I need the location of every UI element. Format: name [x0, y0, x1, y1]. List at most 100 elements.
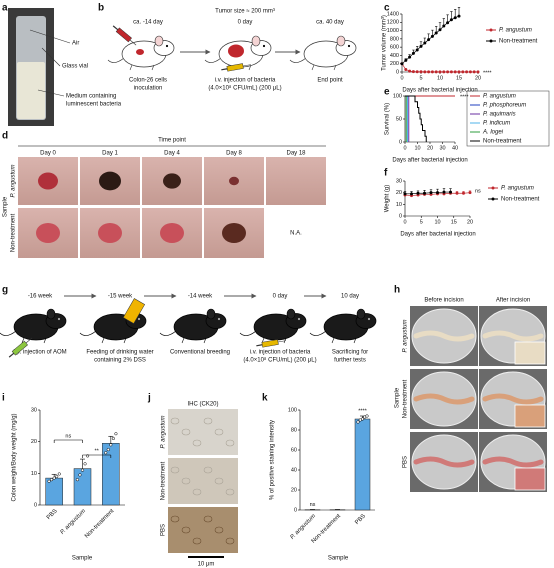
row-label: Non-treatment [403, 379, 409, 418]
photo-tumor [99, 171, 121, 191]
data-point [442, 190, 446, 194]
y-tick-label: 10 [396, 202, 402, 208]
y-tick-label: 1400 [387, 11, 399, 17]
colon-tissue [413, 393, 475, 405]
mouse-leg [181, 337, 185, 344]
data-point [457, 70, 461, 74]
micrograph [168, 458, 238, 504]
annotation: **** [358, 408, 367, 414]
x-tick-label: 20 [475, 75, 481, 81]
micrograph-cell [181, 477, 191, 485]
mouse-tail [289, 57, 307, 63]
data-point [52, 476, 56, 480]
colon-tissue [482, 330, 544, 342]
photo-tumor [36, 223, 60, 243]
mouse-eye [297, 317, 301, 321]
y-tick-label: 0 [294, 507, 297, 513]
x-axis-label: Sample [328, 556, 349, 562]
data-point [427, 38, 431, 42]
y-tick-label: 20 [291, 487, 297, 493]
legend-label: A. logei [482, 130, 504, 136]
x-tick-label: 10 [434, 219, 440, 225]
photo [266, 157, 326, 205]
data-point [430, 70, 434, 74]
x-tick-label: 15 [451, 219, 457, 225]
vial-medium [17, 62, 45, 119]
data-point [442, 24, 446, 28]
y-tick-label: 80 [291, 427, 297, 433]
micrograph-cell [214, 477, 224, 485]
micrograph-cell [170, 466, 180, 474]
legend-label: P. aquimaris [483, 112, 516, 118]
data-point [356, 420, 360, 424]
micrograph-cell [214, 526, 224, 534]
data-point [411, 70, 415, 74]
time-label: -16 week [28, 294, 53, 300]
mouse-ear [356, 308, 366, 320]
mouse-leg [151, 64, 155, 71]
pointer-line [29, 29, 71, 44]
inset [514, 467, 546, 491]
column-label: Day 18 [286, 151, 306, 157]
mouse-tail [107, 57, 125, 63]
data-point [404, 68, 408, 72]
data-point [78, 473, 82, 477]
data-point [429, 191, 433, 195]
micrograph [168, 409, 238, 455]
x-tick-label: 0 [400, 75, 403, 81]
syringe-plunger [112, 25, 119, 31]
column-label: Day 8 [226, 151, 242, 157]
mouse-leg [331, 337, 335, 344]
mouse-tail [79, 330, 97, 336]
micrograph-cell [203, 417, 213, 425]
mouse-leg [129, 64, 133, 71]
data-point [411, 51, 415, 55]
micrograph-cell [170, 417, 180, 425]
time-label: ca. -14 day [133, 20, 163, 26]
data-point [461, 70, 465, 74]
y-tick-label: 0 [399, 139, 402, 145]
mouse-tail [204, 57, 222, 63]
y-tick-label: 400 [390, 53, 399, 59]
mouse-leg [43, 337, 47, 344]
y-tick-label: 30 [31, 407, 37, 413]
mouse-leg [101, 337, 105, 344]
x-axis-label: Sample [72, 556, 93, 562]
y-tick-label: 0 [399, 213, 402, 219]
colon-tissue [413, 330, 475, 342]
y-tick-label: 1200 [387, 20, 399, 26]
time-label: 0 day [238, 20, 253, 26]
photo-tumor [160, 223, 184, 243]
data-point [365, 414, 369, 418]
annotation: ns [65, 433, 71, 439]
step-caption: inoculation [134, 86, 163, 92]
y-tick-label: 50 [396, 116, 402, 122]
inset [514, 404, 546, 428]
data-point [75, 478, 79, 482]
step-caption: Conventional breeding [170, 350, 230, 356]
x-tick-label: P. angustum [60, 508, 88, 536]
x-tick-label: P. angustum [290, 513, 318, 541]
photo-label: luminescent bacteria [66, 102, 122, 108]
photo-tumor [38, 172, 58, 190]
photo-tumor [163, 173, 181, 189]
y-tick-label: 100 [393, 93, 402, 99]
y-tick-label: 40 [291, 467, 297, 473]
mouse-tail [0, 330, 17, 336]
data-point [109, 443, 113, 447]
mouse-tail [239, 330, 257, 336]
photo-label: Glass vial [62, 64, 88, 70]
row-label: P. angustum [161, 416, 167, 449]
pointer-line [37, 89, 65, 97]
syringe [112, 25, 137, 46]
data-point [453, 16, 457, 20]
pointer-line [41, 47, 61, 67]
column-label: Day 0 [40, 151, 56, 157]
legend-marker [489, 39, 493, 43]
panel-letter: k [262, 393, 268, 404]
syringe-barrel [115, 27, 132, 43]
time-label: ca. 40 day [316, 20, 344, 26]
mouse-leg [311, 64, 315, 71]
photo-label: Medium containing [66, 94, 116, 100]
